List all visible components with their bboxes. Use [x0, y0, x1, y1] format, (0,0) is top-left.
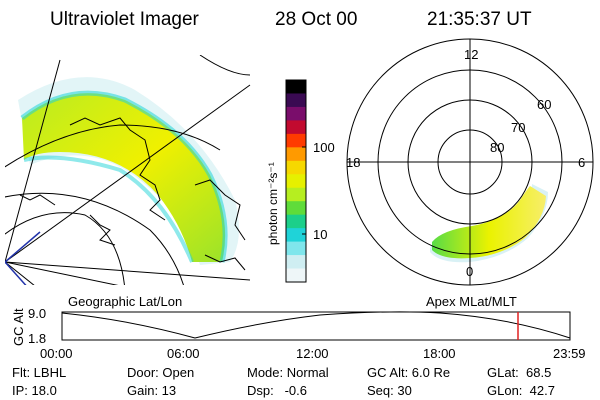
- gain-status: Gain: 13: [127, 383, 177, 398]
- colorbar-tick-100: 100: [313, 140, 335, 155]
- door-status: Door: Open: [127, 365, 195, 380]
- colorbar-tick-10: 10: [313, 227, 328, 242]
- polar-caption: Apex MLat/MLT: [426, 294, 517, 309]
- colorbar-segment: [286, 174, 306, 189]
- colorbar-segment: [286, 80, 306, 95]
- coastline: [19, 117, 246, 271]
- gc-alt-status: GC Alt: 6.0 Re: [367, 365, 451, 380]
- geographic-map: [5, 55, 251, 285]
- colorbar-segment: [286, 93, 306, 108]
- aurora-band: [22, 93, 226, 262]
- mlat-label-60: 60: [537, 97, 552, 112]
- colorbar-segment: [286, 133, 306, 148]
- glat-status: GLat: 68.5: [487, 365, 552, 380]
- filter-status: Flt: LBHL: [12, 365, 67, 380]
- mlat-label-70: 70: [511, 120, 526, 135]
- timeline-x-tick: 00:00: [40, 346, 73, 361]
- colorbar-segment: [286, 120, 306, 135]
- colorbar-segment: [286, 201, 306, 216]
- colorbar-segment: [286, 255, 306, 270]
- glon-status: GLon: 42.7: [487, 383, 555, 398]
- colorbar-segment: [286, 147, 306, 162]
- colorbar-segment: [286, 241, 306, 256]
- mode-status: Mode: Normal: [247, 365, 329, 380]
- colorbar-segment: [286, 106, 306, 121]
- timeline-y-tick-low: 1.8: [28, 331, 47, 346]
- timeline-y-tick-high: 9.0: [28, 306, 47, 321]
- ip-status: IP: 18.0: [12, 383, 57, 398]
- timeline-x-tick: 18:00: [423, 346, 456, 361]
- altitude-timeline: [61, 311, 571, 341]
- seq-status: Seq: 30: [367, 383, 412, 398]
- time-label: 21:35:37 UT: [427, 9, 532, 30]
- colorbar-unit-label: photon cm⁻²s⁻¹: [266, 162, 280, 245]
- dsp-status: Dsp: -0.6: [247, 383, 307, 398]
- timeline-x-tick: 12:00: [296, 346, 329, 361]
- colorbar: [286, 80, 306, 283]
- timeline-y-axis-label: GC Alt: [11, 308, 26, 346]
- mlt-label-0: 0: [466, 264, 474, 279]
- colorbar-segment: [286, 187, 306, 202]
- polar-aurora: [432, 186, 546, 259]
- date-label: 28 Oct 00: [275, 9, 358, 30]
- colorbar-segment: [286, 228, 306, 243]
- timeline-x-tick: 06:00: [167, 346, 200, 361]
- mlt-label-12: 12: [464, 47, 479, 62]
- timeline-x-tick: 23:59: [553, 346, 586, 361]
- colorbar-segment: [286, 268, 306, 283]
- colorbar-segment: [286, 160, 306, 175]
- instrument-title: Ultraviolet Imager: [50, 9, 199, 30]
- colorbar-segment: [286, 214, 306, 229]
- lat-lon-grid: [5, 55, 251, 285]
- mlt-label-18: 18: [346, 155, 361, 170]
- mlt-label-6: 6: [578, 155, 586, 170]
- polar-plot: [346, 38, 594, 286]
- map-caption: Geographic Lat/Lon: [68, 294, 183, 309]
- mlat-label-80: 80: [490, 140, 505, 155]
